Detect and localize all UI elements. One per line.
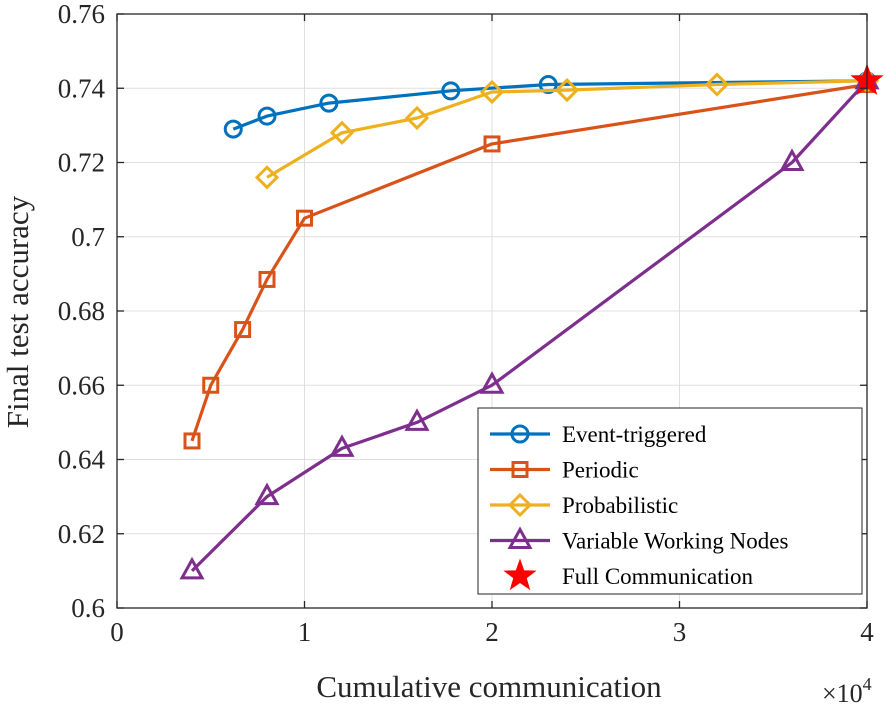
- legend-label: Probabilistic: [562, 493, 678, 518]
- legend-label: Periodic: [562, 458, 639, 483]
- y-tick-label: 0.76: [58, 0, 105, 29]
- legend-diamond-marker: [507, 492, 533, 518]
- x-axis-multiplier-base: ×10: [822, 679, 863, 706]
- y-tick-label: 0.7: [71, 222, 105, 252]
- diamond-data-point: [404, 105, 430, 131]
- square-data-point: [296, 209, 313, 227]
- y-tick-label: 0.72: [58, 148, 105, 178]
- triangle-data-point: [329, 434, 355, 457]
- triangle-data-point: [404, 408, 430, 431]
- legend: Event-triggered Periodic Probabilistic Vari…: [477, 407, 863, 595]
- y-tick-label: 0.68: [58, 296, 105, 326]
- series-line: [266, 79, 868, 179]
- legend-item: Event-triggered: [490, 422, 707, 447]
- legend-label: Full Communication: [562, 564, 754, 589]
- series-periodic: [183, 76, 876, 450]
- circle-data-point: [441, 81, 461, 101]
- diamond-data-point: [254, 165, 280, 190]
- diamond-data-point: [554, 77, 580, 103]
- y-tick-label: 0.6: [71, 593, 105, 623]
- triangle-data-point: [779, 148, 805, 171]
- x-tick-label: 4: [860, 617, 874, 647]
- legend-triangle-marker: [507, 526, 533, 549]
- ticks: 0 1 2 3 4 0.6 0.62 0.64 0.66 0.68 0.7 0.72 0.74 0.76: [58, 0, 875, 647]
- diamond-data-point: [329, 120, 355, 145]
- legend-box: [477, 407, 863, 595]
- x-tick-label: 0: [110, 617, 124, 647]
- square-data-point: [258, 270, 276, 288]
- series-line: [190, 79, 869, 573]
- circle-data-point: [257, 106, 277, 126]
- x-tick-label: 3: [673, 617, 687, 647]
- series-event-triggered: [223, 71, 877, 139]
- legend-circle-marker: [510, 424, 530, 444]
- x-axis-title: Cumulative communication: [316, 669, 662, 704]
- series-line: [232, 79, 868, 131]
- square-data-point: [183, 432, 201, 450]
- legend-item: Variable Working Nodes: [490, 526, 788, 554]
- y-tick-label: 0.74: [58, 73, 106, 103]
- square-data-point: [202, 376, 220, 394]
- y-axis-title: Final test accuracy: [0, 195, 35, 428]
- legend-star-marker: [503, 558, 537, 591]
- legend-item: Probabilistic: [490, 492, 678, 518]
- legend-item: Periodic: [490, 458, 639, 483]
- x-axis-multiplier: ×104: [822, 674, 872, 706]
- legend-label: Event-triggered: [562, 422, 707, 447]
- series-line: [190, 82, 868, 442]
- triangle-data-point: [179, 556, 205, 580]
- x-axis-multiplier-exponent: 4: [863, 674, 872, 694]
- x-tick-label: 2: [485, 617, 499, 647]
- y-tick-label: 0.66: [58, 370, 105, 400]
- diamond-data-point: [479, 79, 505, 105]
- triangle-data-point: [254, 482, 280, 506]
- x-tick-label: 1: [298, 617, 312, 647]
- legend-label: Variable Working Nodes: [562, 529, 788, 554]
- legend-item: Full Communication: [503, 558, 754, 591]
- series-layer: [179, 63, 884, 580]
- circle-data-point: [538, 75, 558, 95]
- square-data-point: [483, 135, 501, 153]
- y-tick-label: 0.64: [58, 445, 106, 475]
- circle-data-point: [319, 93, 339, 113]
- triangle-data-point: [479, 371, 505, 394]
- circle-data-point: [223, 119, 243, 139]
- y-tick-label: 0.62: [58, 519, 105, 549]
- series-probabilistic: [254, 68, 880, 190]
- legend-square-marker: [511, 461, 529, 478]
- square-data-point: [234, 321, 252, 339]
- diamond-data-point: [704, 72, 730, 97]
